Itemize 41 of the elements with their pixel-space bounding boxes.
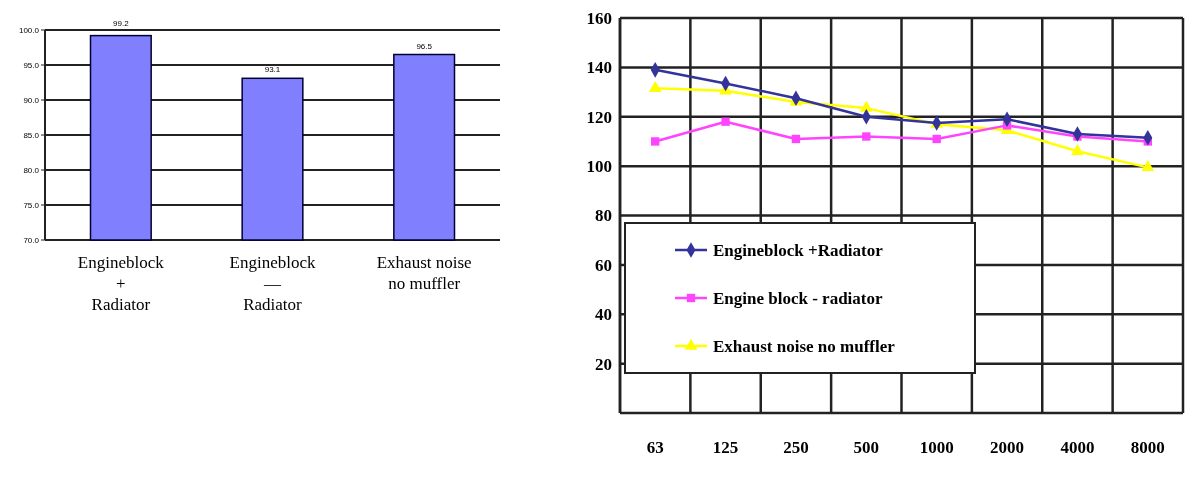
- point: [1071, 143, 1084, 155]
- x-tick-label: 4000: [1060, 438, 1095, 457]
- y-tick-label: 85.0: [23, 130, 40, 140]
- legend-label: Engineblock +Radiator: [713, 240, 884, 260]
- x-tick-label: 1000: [919, 438, 954, 457]
- point: [932, 134, 941, 144]
- x-tick-label: 125: [712, 438, 739, 457]
- point: [648, 81, 662, 93]
- y-tick-label: 60: [595, 255, 612, 275]
- y-tick-label: 75.0: [23, 200, 40, 210]
- y-tick-label: 80.0: [23, 165, 40, 175]
- data-label: 99.2: [113, 19, 130, 28]
- y-tick-label: 160: [586, 8, 612, 28]
- y-tick-label: 80: [595, 206, 612, 226]
- y-tick-label: 70.0: [23, 235, 40, 245]
- y-tick-label: 100: [586, 157, 612, 177]
- x-tick-label: Exhaust noise no muffler: [376, 253, 472, 293]
- y-tick-label: 140: [586, 58, 612, 78]
- y-tick-label: 20: [595, 354, 612, 374]
- point: [791, 134, 801, 144]
- legend-label: Engine block - radiator: [713, 288, 883, 308]
- point: [721, 117, 730, 126]
- x-tick-label: 2000: [990, 438, 1025, 457]
- data-label: 96.5: [416, 41, 433, 51]
- legend-label: Exhaust noise no muffler: [713, 336, 896, 356]
- x-tick-label: 500: [853, 438, 880, 457]
- y-tick-label: 120: [586, 107, 612, 127]
- x-tick-label: 250: [783, 438, 809, 457]
- y-tick-label: 100.0: [18, 25, 40, 35]
- y-tick-label: 95.0: [23, 60, 40, 70]
- x-tick-label: Engineblock + Radiator: [77, 253, 165, 314]
- data-label: 93.1: [264, 65, 281, 75]
- point: [862, 132, 871, 141]
- point: [651, 137, 660, 146]
- x-tick-label: 63: [646, 438, 664, 457]
- y-tick-label: 40: [595, 305, 612, 325]
- point: [1141, 160, 1155, 172]
- point: [859, 100, 873, 112]
- x-tick-label: 8000: [1130, 438, 1165, 457]
- y-tick-label: 90.0: [23, 95, 40, 105]
- x-tick-label: Engineblock — Radiator: [229, 253, 316, 314]
